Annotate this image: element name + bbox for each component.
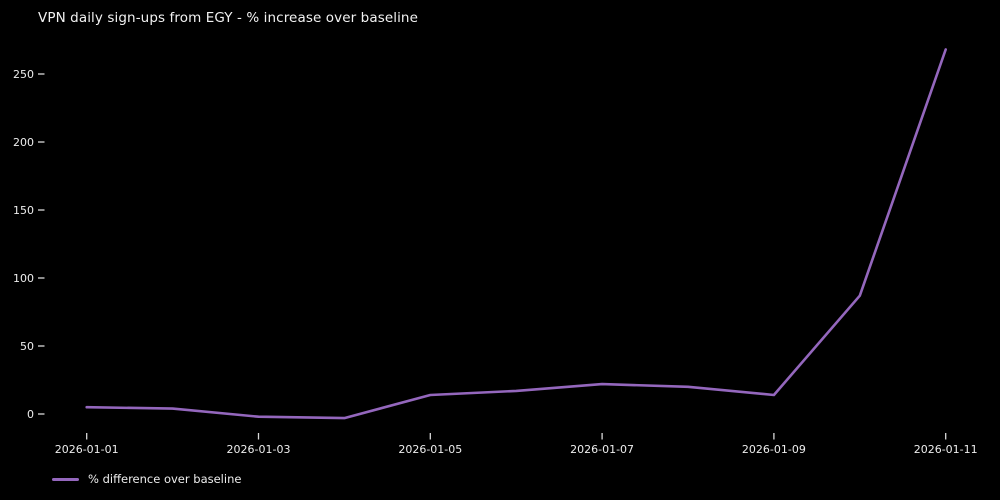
legend-label: % difference over baseline (88, 472, 242, 486)
legend-line-swatch (52, 477, 79, 481)
x-tick-label: 2026-01-11 (914, 443, 978, 456)
x-tick-label: 2026-01-01 (55, 443, 119, 456)
x-tick-label: 2026-01-03 (227, 443, 291, 456)
y-tick-label: 150 (13, 204, 34, 217)
x-tick-label: 2026-01-07 (570, 443, 634, 456)
chart-title: VPN daily sign-ups from EGY - % increase… (38, 10, 418, 26)
x-tick-label: 2026-01-05 (398, 443, 462, 456)
data-line-series (85, 48, 948, 420)
x-tick-label: 2026-01-09 (742, 443, 806, 456)
y-tick-label: 200 (13, 136, 34, 149)
y-tick-label: 250 (13, 68, 34, 81)
y-tick-label: 50 (20, 340, 34, 353)
y-tick-label: 100 (13, 272, 34, 285)
y-tick-label: 0 (27, 408, 34, 421)
legend: % difference over baseline (52, 472, 241, 486)
